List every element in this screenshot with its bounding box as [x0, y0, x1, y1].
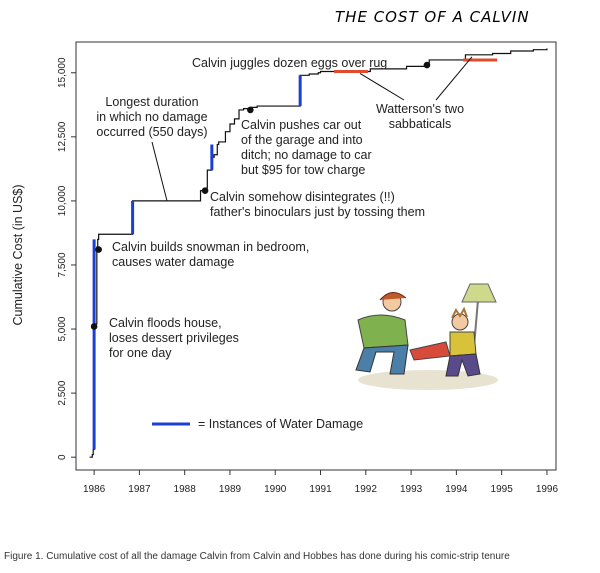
annotation-line: in which no damage [96, 110, 207, 124]
x-tick-label: 1988 [174, 484, 197, 495]
annotation-line: father's binoculars just by tossing them [210, 205, 425, 219]
event-point [423, 61, 431, 69]
annotation-line: ditch; no damage to car [241, 148, 372, 162]
annotation-eggs: Calvin juggles dozen eggs over rug [192, 56, 387, 70]
annotation-line: for one day [109, 346, 172, 360]
lamp-shade-icon [461, 283, 497, 303]
mom-hair [379, 292, 407, 301]
longest-pointer [151, 141, 168, 202]
event-point [201, 187, 209, 194]
y-tick-label: 0 [57, 454, 68, 460]
data-marks [89, 48, 548, 458]
annotation-binoculars: Calvin somehow disintegrates (!!) father'… [210, 190, 425, 219]
annotation-line: but $95 for tow charge [241, 163, 365, 177]
annotation-longest: Longest duration in which no damage occurr… [96, 95, 207, 139]
annotation-snowman: Calvin builds snowman in bedroom, causes … [112, 240, 309, 269]
annotation-line: occurred (550 days) [96, 125, 207, 139]
x-tick-label: 1991 [309, 484, 332, 495]
calvin-shirt [449, 331, 477, 357]
event-point [247, 106, 254, 114]
annotation-line: Calvin floods house, [109, 316, 222, 330]
y-tick-label: 7,500 [57, 252, 68, 277]
sabbatical-pointer [359, 73, 405, 101]
annotation-line: Calvin builds snowman in bedroom, [112, 240, 309, 254]
y-tick-label: 10,000 [57, 185, 68, 216]
toy-car-icon [409, 341, 451, 361]
x-tick-label: 1989 [219, 484, 242, 495]
calvin-hair [451, 306, 468, 319]
x-tick-label: 1993 [400, 484, 423, 495]
annotation-line: causes water damage [112, 255, 234, 269]
plot-frame [75, 41, 557, 471]
x-tick-label: 1996 [536, 484, 559, 495]
y-tick-label: 15,000 [57, 57, 68, 88]
x-tick-label: 1986 [83, 484, 106, 495]
mom-body [357, 314, 409, 349]
x-tick-label: 1992 [355, 484, 378, 495]
annotations: Longest duration in which no damage occurr… [96, 56, 473, 431]
sabbatical-pointer [435, 56, 473, 101]
annotation-line: Calvin somehow disintegrates (!!) [210, 190, 395, 204]
annotation-car: Calvin pushes car out of the garage and i… [241, 118, 372, 177]
y-tick-label: 5,000 [57, 316, 68, 341]
annotation-line: loses dessert privileges [109, 331, 239, 345]
annotation-line: Watterson's two [376, 102, 464, 116]
annotation-floods: Calvin floods house, loses dessert privil… [109, 316, 239, 360]
cost-chart: THE COST OF A CALVIN Cumulative Cost (in… [11, 8, 559, 495]
annotation-line: sabbaticals [389, 117, 452, 131]
annotation-line: Calvin pushes car out [241, 118, 362, 132]
annotation-sabbatical: Watterson's two sabbaticals [376, 102, 464, 131]
annotation-line: of the garage and into [241, 133, 363, 147]
annotation-line: Calvin juggles dozen eggs over rug [192, 56, 387, 70]
calvin-and-mom-illustration [355, 283, 498, 390]
chart-title: THE COST OF A CALVIN [335, 8, 530, 26]
legend: = Instances of Water Damage [152, 417, 363, 431]
rug-shadow [358, 370, 498, 390]
x-tick-label: 1990 [264, 484, 287, 495]
legend-label: = Instances of Water Damage [198, 417, 363, 431]
y-axis-label: Cumulative Cost (in US$) [11, 184, 25, 325]
event-point [95, 246, 102, 253]
event-point [90, 323, 98, 330]
y-tick-label: 2,500 [57, 380, 68, 405]
x-tick-label: 1987 [128, 484, 151, 495]
x-tick-label: 1994 [445, 484, 468, 495]
y-tick-label: 12,500 [57, 121, 68, 152]
mom-legs [355, 344, 409, 375]
x-tick-label: 1995 [491, 484, 514, 495]
axis-ticks: 1986 1987 1988 1989 1990 1991 1992 1993 1994 1995… [57, 57, 559, 495]
annotation-line: Longest duration [105, 95, 198, 109]
figure-caption: Figure 1. Cumulative cost of all the dam… [4, 551, 510, 562]
calvin-pants [445, 353, 481, 377]
